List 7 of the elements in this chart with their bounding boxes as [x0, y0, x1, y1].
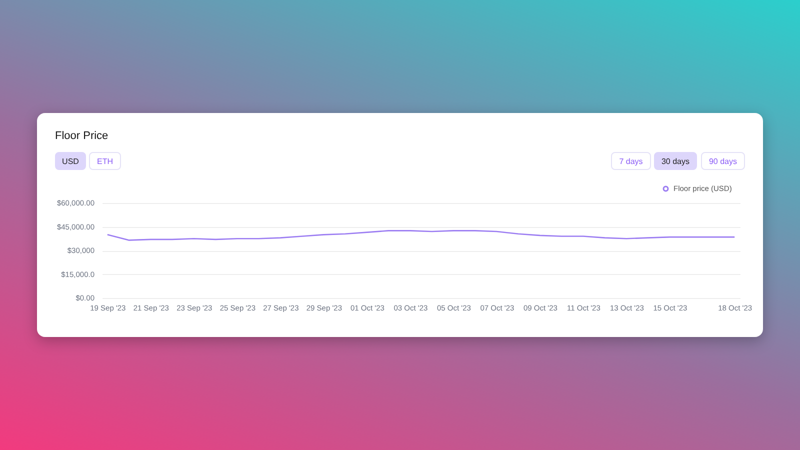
line-series: [106, 230, 736, 241]
toggle-button[interactable]: USD: [55, 152, 86, 170]
toggle-button[interactable]: 90 days: [701, 152, 745, 170]
chart-title: Floor Price: [55, 130, 108, 142]
toggle-button[interactable]: ETH: [89, 152, 121, 170]
toggle-button[interactable]: 7 days: [611, 152, 651, 170]
toggle-button[interactable]: 30 days: [654, 152, 697, 170]
